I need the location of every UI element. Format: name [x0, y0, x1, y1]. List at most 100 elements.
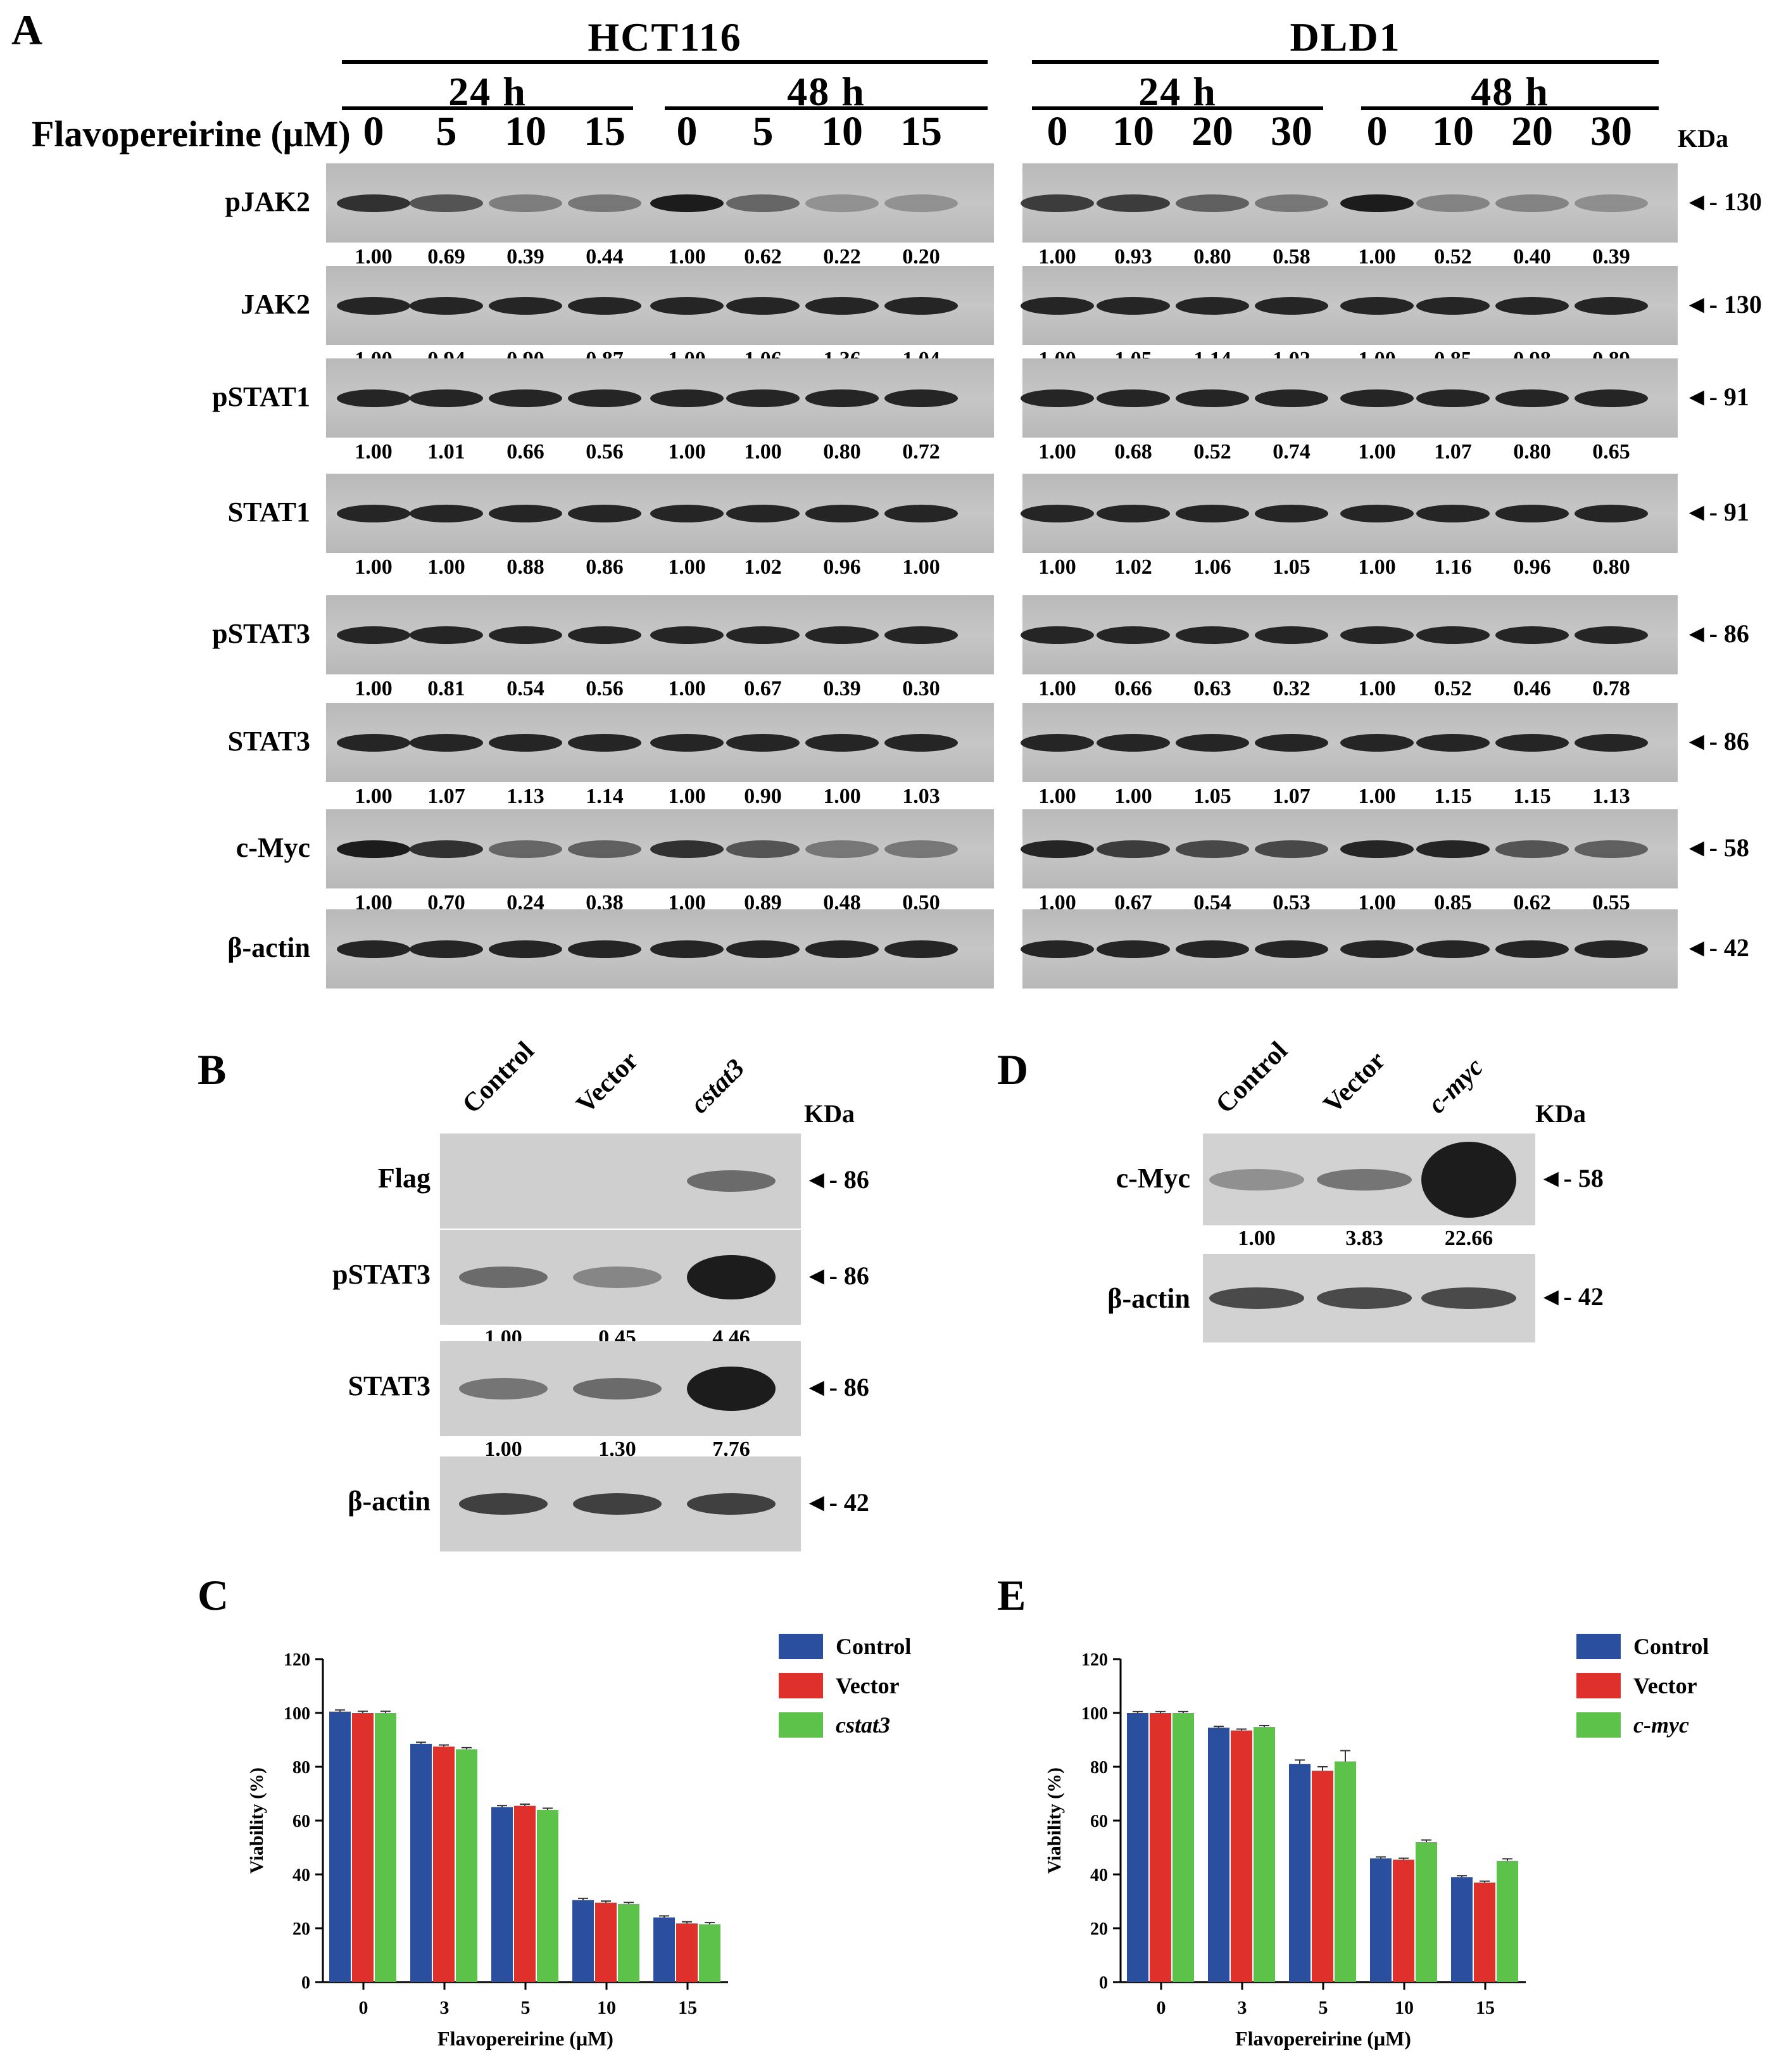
band	[650, 733, 724, 752]
bar-vector	[1150, 1713, 1171, 1982]
x-tick-label: 10	[1395, 1997, 1414, 2018]
bar-control	[1208, 1728, 1229, 1982]
bar-control	[1451, 1877, 1473, 1982]
dose-axis-label: Flavopereirine (μM)	[32, 113, 351, 155]
row-label-jak2: JAK2	[241, 289, 310, 320]
band	[1495, 940, 1569, 958]
band	[1097, 389, 1170, 407]
band	[650, 296, 724, 315]
quant-value-hct: 0.86	[586, 555, 624, 579]
band	[1255, 389, 1328, 407]
band	[1209, 1287, 1304, 1309]
y-tick-label: 0	[1099, 1973, 1108, 1993]
band	[884, 389, 958, 407]
quant-value-hct: 1.14	[586, 785, 624, 808]
bar-control	[1127, 1713, 1148, 1982]
dose-label-dld: 20	[1511, 108, 1553, 155]
kda-marker: ◄- 86	[1684, 726, 1749, 755]
quant-value-hct: 0.90	[744, 785, 782, 808]
bar-vector	[1312, 1771, 1333, 1982]
x-tick-label: 15	[678, 1997, 697, 2018]
legend-swatch-control	[779, 1634, 823, 1659]
band	[1097, 733, 1170, 752]
quant-value-hct: 0.66	[506, 440, 544, 464]
kda-header-a: KDa	[1678, 124, 1728, 153]
quant-value-hct: 1.00	[668, 555, 706, 579]
dose-label-dld: 10	[1432, 108, 1474, 155]
bar-c-myc	[1497, 1860, 1518, 1982]
quant-value-hct: 0.22	[823, 245, 861, 268]
band	[1097, 296, 1170, 315]
chart-c: 0 20 40 60 80 100 120 0 3 5 10 15 Flavopereirine (μM…	[246, 1634, 911, 2050]
band	[568, 194, 641, 212]
band	[726, 504, 800, 522]
band	[568, 504, 641, 522]
band	[687, 1170, 776, 1192]
legend-label-c-myc: c-myc	[1633, 1712, 1689, 1738]
bar-control	[572, 1900, 594, 1982]
row-label-pstat1: pSTAT1	[212, 381, 310, 412]
bar-cstat3	[456, 1749, 477, 1982]
lane-label-vector: Vector	[570, 1045, 644, 1120]
quant-value-dld: 0.66	[1114, 677, 1152, 700]
band	[489, 504, 562, 522]
y-tick-label: 20	[1090, 1919, 1108, 1939]
band	[1097, 626, 1170, 644]
band	[1340, 296, 1414, 315]
dose-label-dld: 30	[1590, 108, 1632, 155]
quant-value-hct: 1.00	[355, 555, 393, 579]
band	[1416, 194, 1490, 212]
band	[1575, 733, 1648, 752]
band	[1575, 940, 1648, 958]
band	[687, 1255, 776, 1299]
quant-value-dld: 0.68	[1114, 440, 1152, 464]
bar-cstat3	[375, 1713, 396, 1982]
band	[573, 1378, 662, 1399]
band	[1255, 733, 1328, 752]
band	[1575, 296, 1648, 315]
y-tick-label: 60	[292, 1812, 310, 1831]
quant-value-dld: 1.00	[1038, 677, 1076, 700]
kda-marker: ◄- 130	[1684, 187, 1762, 216]
quant-value-hct: 0.56	[586, 677, 624, 700]
quant-value-hct: 1.07	[427, 785, 465, 808]
band	[884, 840, 958, 858]
y-tick-label: 100	[1081, 1704, 1108, 1724]
quant-value-hct: 0.39	[506, 245, 544, 268]
band	[650, 389, 724, 407]
panel-label-b: B	[198, 1045, 227, 1094]
quant-value-d: 22.66	[1444, 1227, 1493, 1250]
x-tick-label: 15	[1476, 1997, 1495, 2018]
quant-value-hct: 0.54	[506, 677, 544, 700]
dld-48h-rule	[1361, 106, 1659, 110]
kda-marker: ◄- 42	[804, 1488, 869, 1517]
row-label-c-myc: c-Myc	[236, 832, 310, 863]
row-label-actin: β-actin	[348, 1486, 431, 1517]
row-label-pstat3: pSTAT3	[212, 618, 310, 649]
y-tick-label: 0	[301, 1973, 310, 1993]
band	[805, 504, 879, 522]
quant-value-hct: 1.00	[668, 677, 706, 700]
band	[726, 626, 800, 644]
bar-vector	[595, 1902, 617, 1982]
dose-label-dld: 0	[1047, 108, 1068, 155]
quant-value-hct: 0.56	[586, 440, 624, 464]
kda-marker: ◄- 130	[1684, 289, 1762, 319]
dose-label-dld: 0	[1366, 108, 1388, 155]
band	[1495, 626, 1569, 644]
band	[337, 733, 410, 752]
row-label-pstat3: pSTAT3	[332, 1259, 431, 1290]
legend-swatch-cstat3	[779, 1712, 823, 1738]
bar-cstat3	[537, 1810, 558, 1982]
band	[573, 1493, 662, 1515]
quant-value-dld: 0.74	[1273, 440, 1311, 464]
band	[1416, 504, 1490, 522]
band	[489, 733, 562, 752]
band	[1416, 840, 1490, 858]
legend-label-cstat3: cstat3	[836, 1712, 890, 1738]
quant-value-d: 3.83	[1345, 1227, 1383, 1250]
bar-control	[1289, 1764, 1311, 1982]
band	[337, 626, 410, 644]
quant-value-dld: 1.07	[1273, 785, 1311, 808]
band	[1575, 194, 1648, 212]
